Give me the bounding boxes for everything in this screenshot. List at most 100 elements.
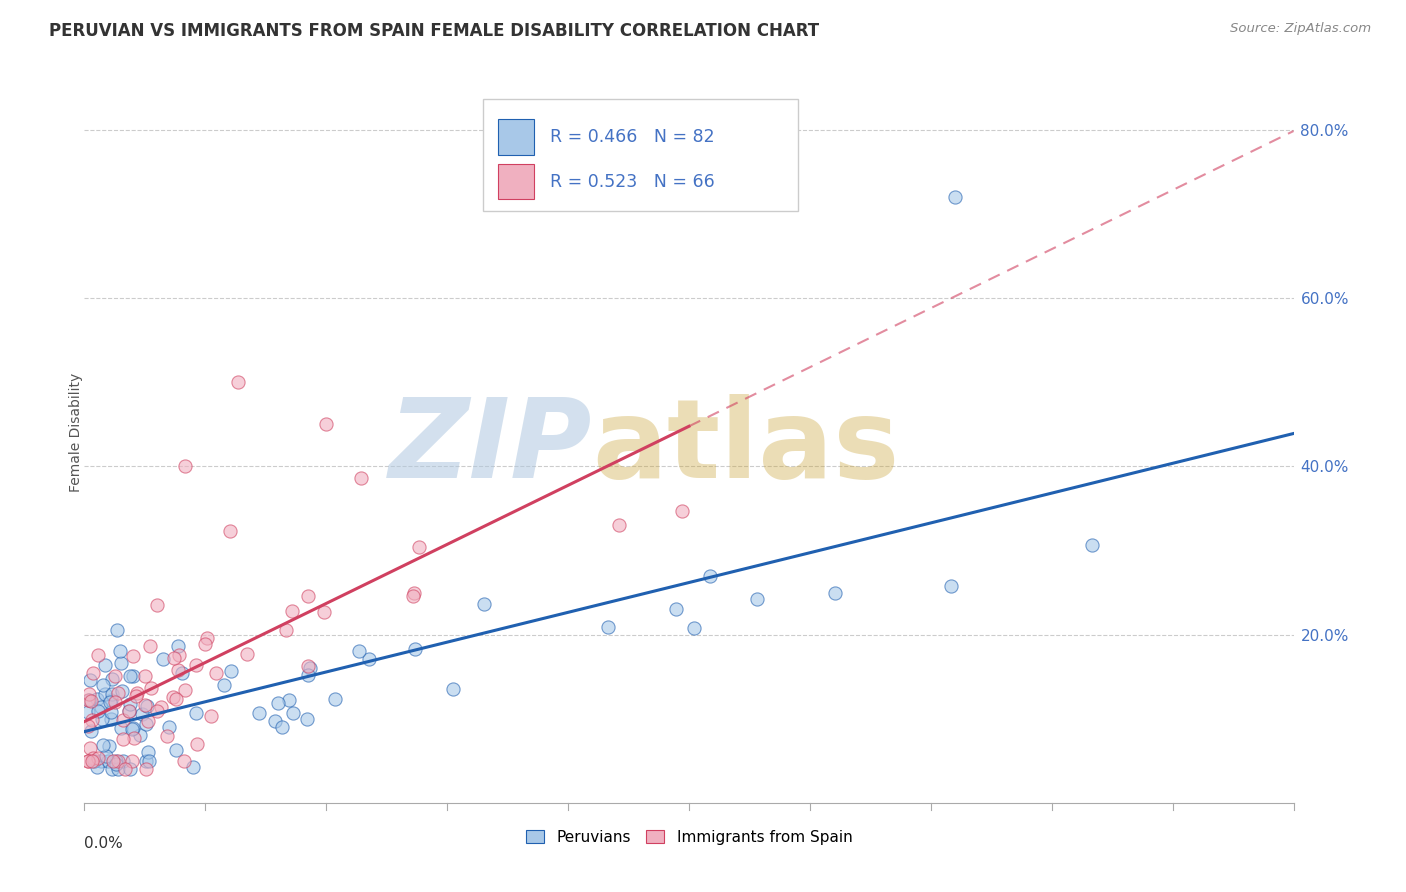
Point xyxy=(174,682,197,697)
Point xyxy=(297,659,319,673)
Text: Source: ZipAtlas.com: Source: ZipAtlas.com xyxy=(1230,22,1371,36)
Point xyxy=(170,665,193,680)
Point xyxy=(101,762,124,776)
Point xyxy=(162,690,184,704)
Point xyxy=(139,640,162,654)
Text: ZIP: ZIP xyxy=(388,394,592,501)
Point xyxy=(93,658,115,673)
Point xyxy=(186,706,208,721)
Point xyxy=(77,687,100,701)
Point xyxy=(212,678,235,692)
Point xyxy=(135,754,157,768)
Point xyxy=(83,754,105,768)
Point xyxy=(97,739,120,754)
Point xyxy=(167,640,190,654)
Point xyxy=(297,589,319,603)
Point xyxy=(77,705,100,719)
Point xyxy=(104,695,127,709)
Point xyxy=(101,754,124,768)
Point xyxy=(100,712,122,726)
Point xyxy=(105,756,128,771)
Point xyxy=(82,666,104,681)
Point xyxy=(110,657,132,671)
Point xyxy=(118,704,141,718)
Point xyxy=(194,637,217,651)
Point xyxy=(82,754,104,768)
Point xyxy=(205,665,228,680)
Point xyxy=(94,748,117,763)
Point xyxy=(90,700,112,714)
Point xyxy=(139,681,162,695)
Point xyxy=(359,652,381,666)
Point xyxy=(134,669,156,683)
Point xyxy=(121,754,143,768)
Point xyxy=(163,650,186,665)
Point xyxy=(105,754,128,768)
Point xyxy=(181,760,204,774)
Point xyxy=(79,673,101,687)
Point xyxy=(270,720,292,734)
Point xyxy=(117,704,139,718)
Point xyxy=(121,648,143,663)
Point xyxy=(111,684,134,698)
Point xyxy=(195,631,218,645)
Point xyxy=(274,623,297,637)
Text: R = 0.523   N = 66: R = 0.523 N = 66 xyxy=(550,173,714,191)
Point xyxy=(943,190,966,204)
Point xyxy=(107,762,129,776)
Point xyxy=(111,731,134,746)
FancyBboxPatch shape xyxy=(498,120,534,155)
Legend: Peruvians, Immigrants from Spain: Peruvians, Immigrants from Spain xyxy=(519,823,859,851)
Point xyxy=(77,693,100,707)
Point xyxy=(167,664,190,678)
Point xyxy=(79,740,101,755)
Point xyxy=(129,728,152,742)
Point xyxy=(278,693,301,707)
Point xyxy=(107,685,129,699)
Point xyxy=(121,721,143,735)
Point xyxy=(665,601,688,615)
Point xyxy=(174,459,197,474)
Point xyxy=(86,691,108,706)
Point xyxy=(264,714,287,729)
Point xyxy=(402,586,425,600)
Point xyxy=(110,721,132,735)
Point xyxy=(108,644,131,658)
Point xyxy=(82,751,104,765)
Point xyxy=(82,713,104,727)
Point xyxy=(80,694,103,708)
Point xyxy=(295,712,318,726)
Point xyxy=(173,754,195,768)
Point xyxy=(136,745,159,759)
Point xyxy=(100,693,122,707)
Point xyxy=(91,738,114,752)
Point xyxy=(297,667,319,681)
Point xyxy=(283,706,305,721)
Point xyxy=(120,762,142,776)
Point xyxy=(607,518,630,533)
Point xyxy=(112,713,135,727)
Point xyxy=(118,668,141,682)
Point xyxy=(122,669,145,683)
Point xyxy=(236,648,259,662)
Point xyxy=(152,651,174,665)
Point xyxy=(312,605,335,619)
Point xyxy=(87,648,110,662)
Point xyxy=(824,586,846,600)
Y-axis label: Female Disability: Female Disability xyxy=(69,373,83,492)
Point xyxy=(87,750,110,764)
Point xyxy=(90,754,112,768)
Point xyxy=(77,693,100,707)
Point xyxy=(146,705,169,719)
Point xyxy=(226,375,249,389)
Point xyxy=(165,692,187,706)
Point xyxy=(401,589,423,603)
Point xyxy=(138,754,160,768)
Point xyxy=(281,605,304,619)
Point xyxy=(156,730,179,744)
Point xyxy=(86,759,108,773)
Point xyxy=(107,754,129,768)
Point xyxy=(350,471,373,485)
Point xyxy=(184,658,207,673)
Point xyxy=(83,754,105,768)
